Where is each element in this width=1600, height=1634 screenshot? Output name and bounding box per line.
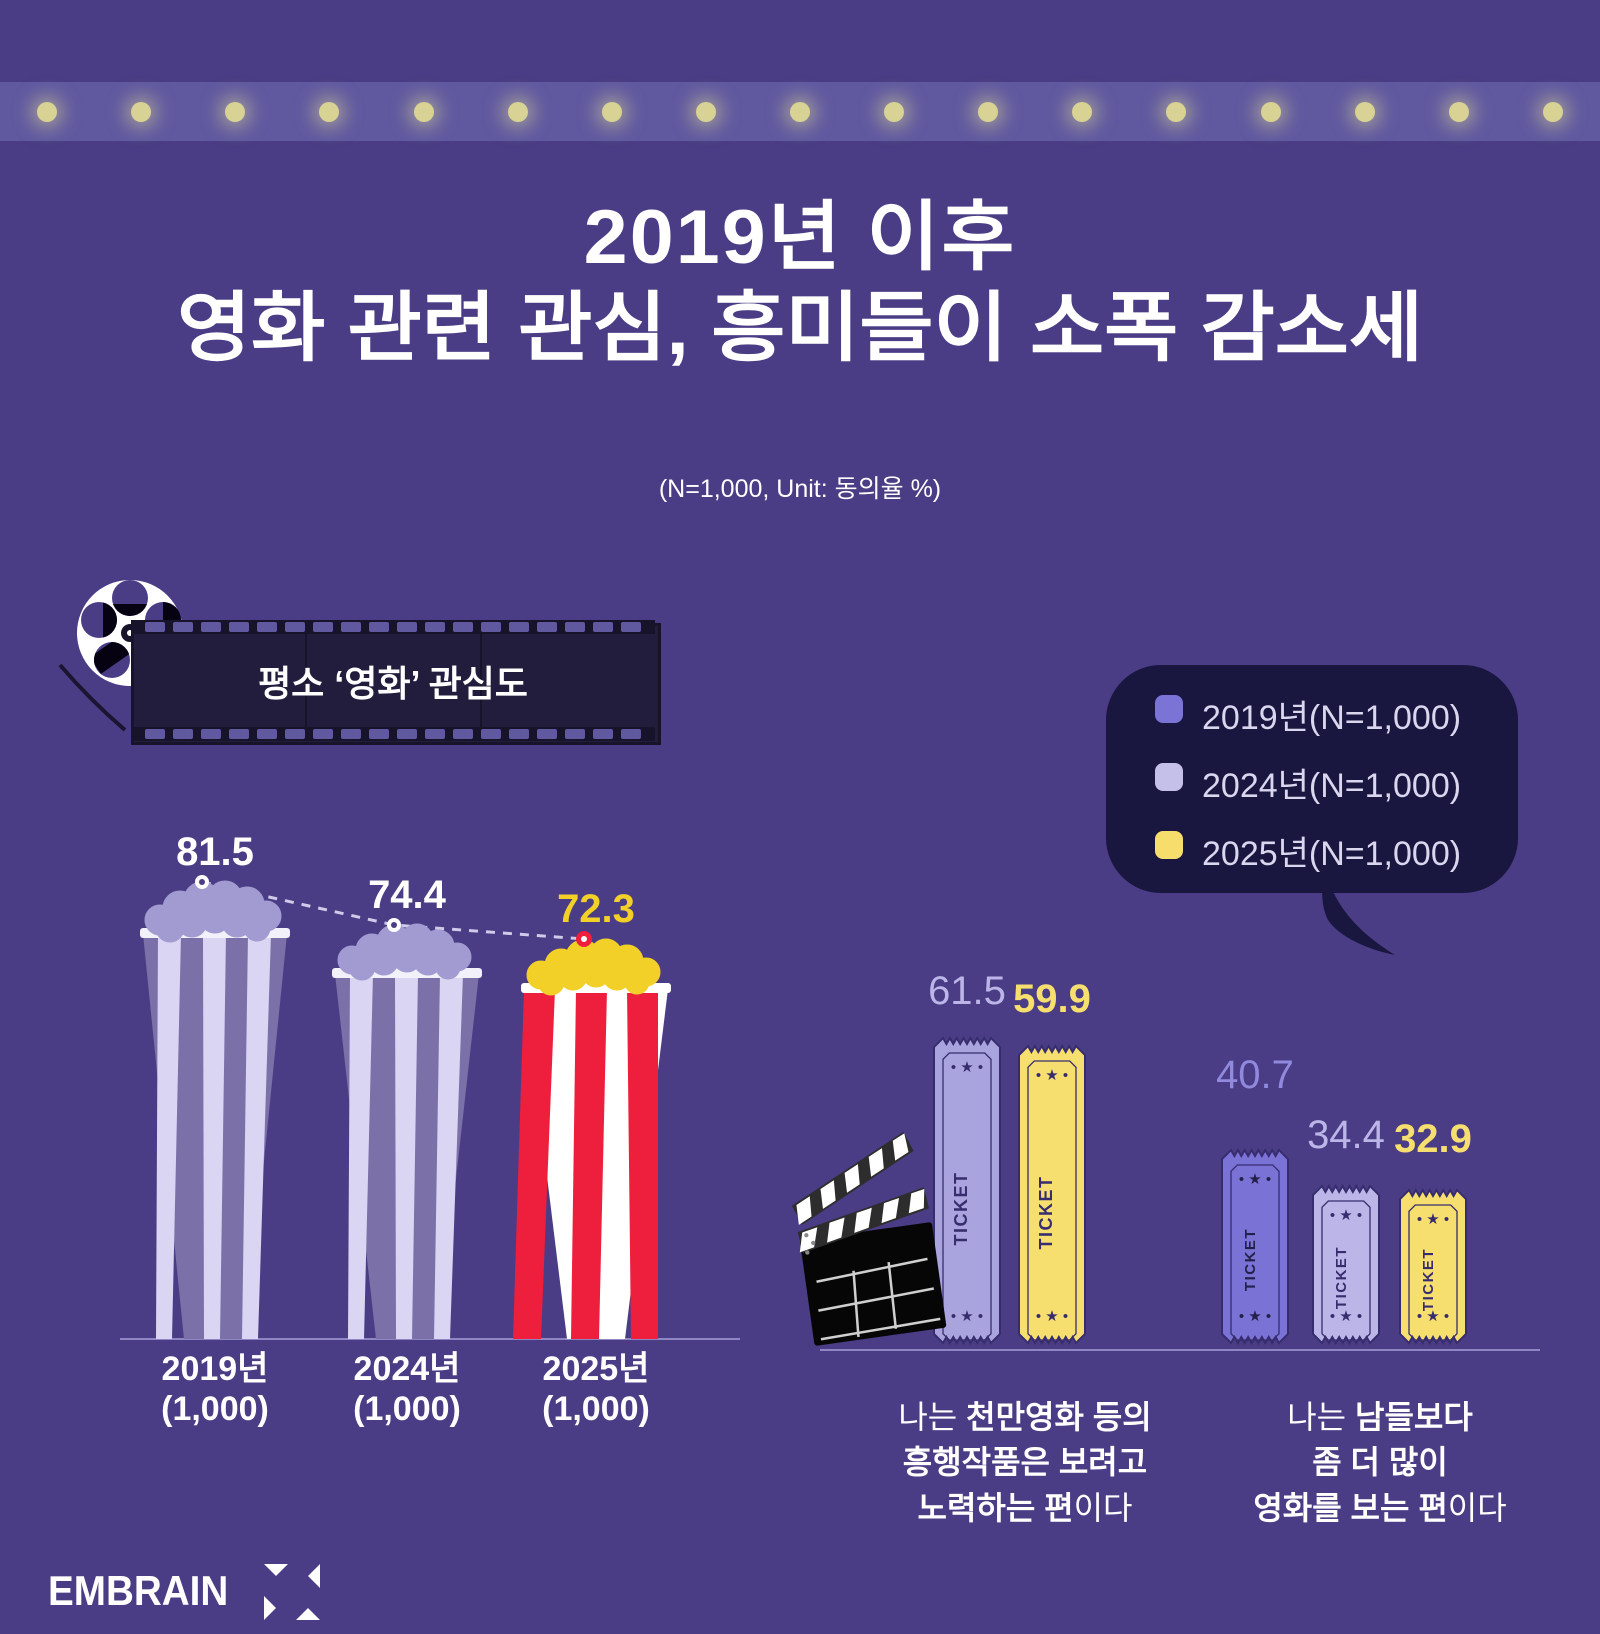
svg-text:TICKET: TICKET [1420,1248,1437,1311]
svg-text:• ★ •: • ★ • [1330,1308,1362,1325]
svg-text:59.9: 59.9 [1013,977,1091,1021]
svg-text:• ★ •: • ★ • [1036,1067,1068,1084]
svg-text:• ★ •: • ★ • [951,1059,983,1076]
svg-text:40.7: 40.7 [1216,1053,1294,1097]
svg-text:34.4: 34.4 [1307,1113,1385,1157]
svg-text:TICKET: TICKET [1333,1246,1350,1309]
svg-text:• ★ •: • ★ • [1036,1308,1068,1325]
svg-text:• ★ •: • ★ • [1330,1207,1362,1224]
svg-text:61.5: 61.5 [928,969,1006,1013]
svg-text:• ★ •: • ★ • [1417,1211,1449,1228]
svg-text:• ★ •: • ★ • [1239,1308,1271,1325]
svg-text:• ★ •: • ★ • [951,1308,983,1325]
svg-text:32.9: 32.9 [1394,1117,1472,1161]
svg-text:TICKET: TICKET [1036,1176,1056,1250]
svg-text:TICKET: TICKET [1242,1228,1259,1291]
svg-text:• ★ •: • ★ • [1239,1171,1271,1188]
svg-text:TICKET: TICKET [951,1172,971,1246]
